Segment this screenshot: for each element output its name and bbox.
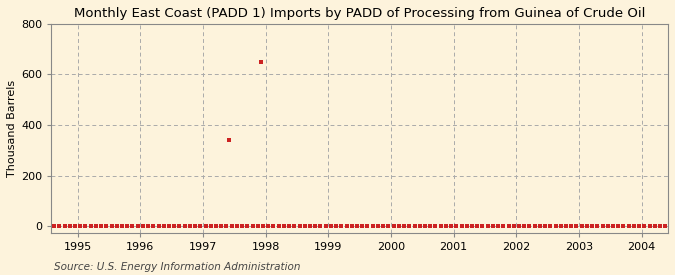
Text: Source: U.S. Energy Information Administration: Source: U.S. Energy Information Administ… (54, 262, 300, 272)
Y-axis label: Thousand Barrels: Thousand Barrels (7, 80, 17, 177)
Title: Monthly East Coast (PADD 1) Imports by PADD of Processing from Guinea of Crude O: Monthly East Coast (PADD 1) Imports by P… (74, 7, 645, 20)
